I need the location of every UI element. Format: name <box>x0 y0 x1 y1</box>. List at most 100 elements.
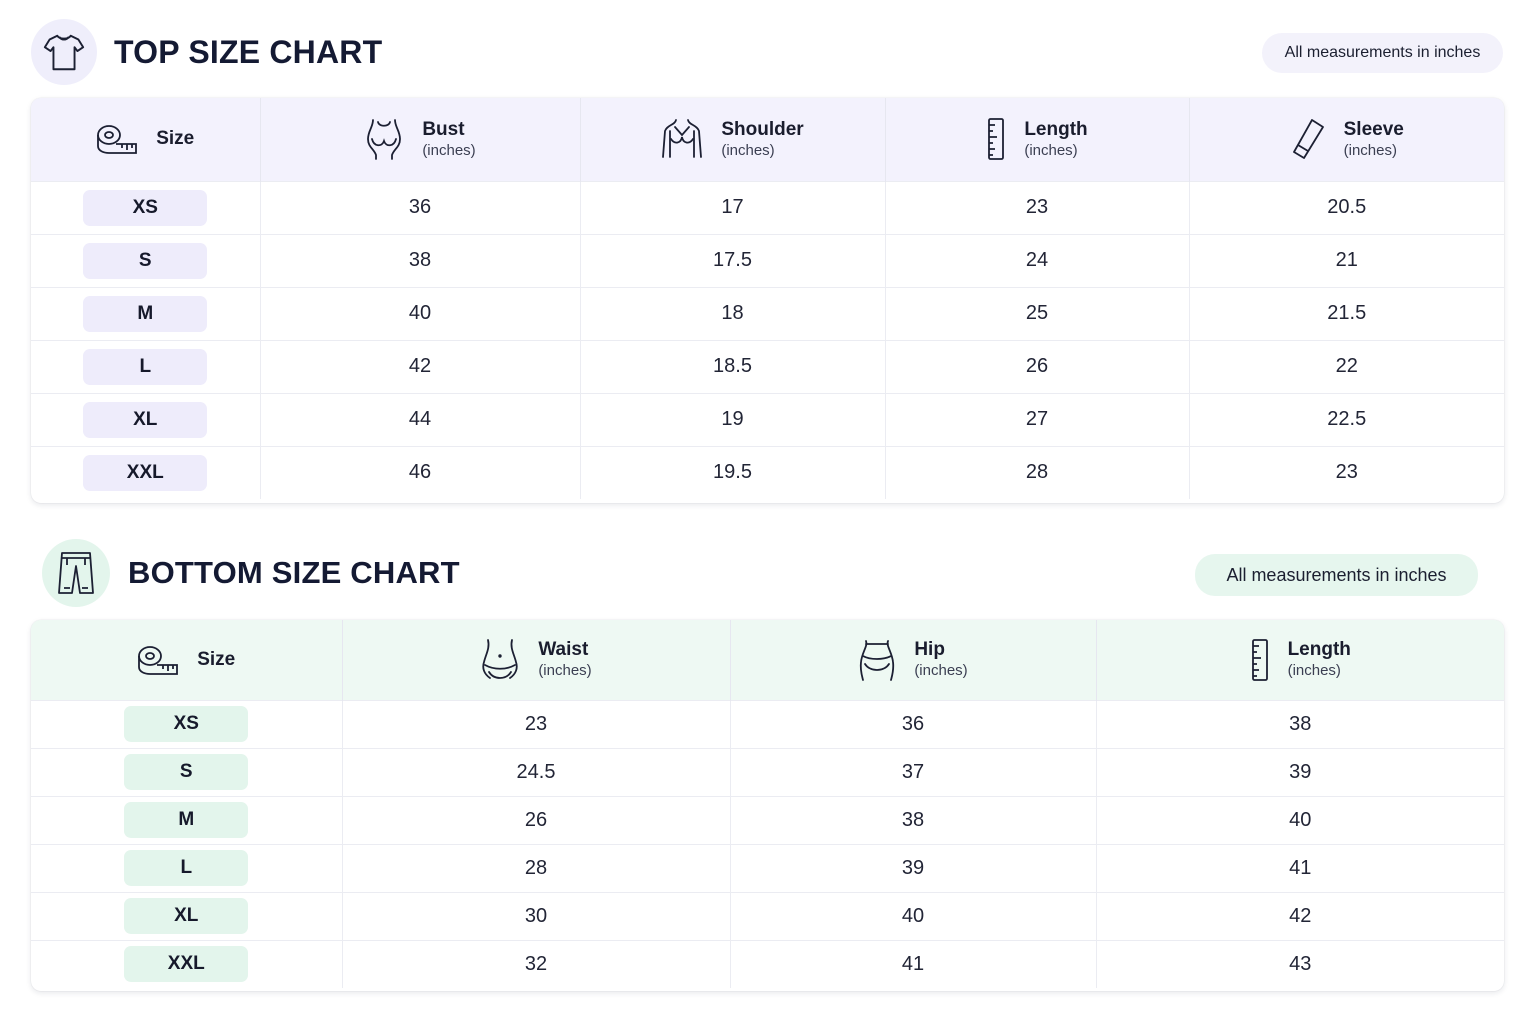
bottom-row-m: M 26 38 40 <box>31 795 1504 844</box>
bottom-cell: 38 <box>1096 699 1504 748</box>
bottom-cell: 38 <box>730 795 1097 844</box>
bottom-cell: 24.5 <box>342 747 731 796</box>
bottom-cell: 41 <box>730 939 1097 988</box>
top-size-table: Size Bust <box>31 98 1504 503</box>
top-bust-name: Bust <box>422 118 465 140</box>
top-cell: 17 <box>580 180 886 234</box>
tshirt-icon <box>31 19 97 85</box>
waist-icon <box>480 638 520 682</box>
bottom-size-header: Size <box>31 620 343 700</box>
top-row-m: M 40 18 25 21.5 <box>31 286 1504 340</box>
top-length-name: Length <box>1024 118 1088 140</box>
size-badge: L <box>124 850 249 886</box>
bottom-row-xxl: XXL 32 41 43 <box>31 939 1504 988</box>
measuring-tape-icon <box>96 122 138 156</box>
bottom-cell: 28 <box>342 843 731 892</box>
hip-icon <box>858 638 896 682</box>
top-units-note: All measurements in inches <box>1262 33 1503 73</box>
bottom-cell: 36 <box>730 699 1097 748</box>
top-sleeve-name: Sleeve <box>1343 118 1404 140</box>
top-length-header: Length (inches) <box>885 98 1190 181</box>
top-shoulder-header: Shoulder (inches) <box>580 98 886 181</box>
bottom-cell: 23 <box>342 699 731 748</box>
bottom-cell: 43 <box>1096 939 1504 988</box>
size-badge: XS <box>83 189 208 226</box>
ruler-icon <box>986 117 1006 161</box>
top-sleeve-header: Sleeve (inches) <box>1189 98 1504 181</box>
top-cell: 42 <box>260 339 581 393</box>
bottom-waist-name: Waist <box>538 639 589 661</box>
bottom-header-row: Size <box>31 620 1504 700</box>
top-cell: 24 <box>885 233 1190 287</box>
top-length-unit: (inches) <box>1024 141 1078 159</box>
bottom-size-header-label: Size <box>197 648 236 670</box>
top-cell: 18 <box>580 286 886 340</box>
top-row-xl: XL 44 19 27 22.5 <box>31 392 1504 446</box>
bottom-hip-header: Hip (inches) <box>730 620 1097 700</box>
top-cell: 44 <box>260 392 581 446</box>
bottom-cell: 41 <box>1096 843 1504 892</box>
top-header-row: Size Bust <box>31 98 1504 181</box>
bottom-cell: 30 <box>342 891 731 940</box>
bottom-size-table: Size <box>31 620 1504 991</box>
bottom-cell: 40 <box>730 891 1097 940</box>
top-cell: 27 <box>885 392 1190 446</box>
top-size-header: Size <box>31 98 261 181</box>
top-row-l: L 42 18.5 26 22 <box>31 339 1504 393</box>
bust-icon <box>364 117 404 161</box>
size-badge: L <box>83 348 208 385</box>
sleeve-icon <box>1290 117 1326 161</box>
top-cell: 25 <box>885 286 1190 340</box>
bottom-hip-name: Hip <box>914 639 945 661</box>
size-badge: S <box>83 242 208 279</box>
bottom-row-xs: XS 23 36 38 <box>31 699 1504 748</box>
bottom-cell: 39 <box>1096 747 1504 796</box>
top-cell: 23 <box>1189 445 1504 499</box>
top-shoulder-unit: (inches) <box>721 141 775 159</box>
top-cell: 21.5 <box>1189 286 1504 340</box>
shoulder-icon <box>661 117 703 161</box>
top-bust-unit: (inches) <box>422 141 476 159</box>
top-cell: 21 <box>1189 233 1504 287</box>
top-cell: 22.5 <box>1189 392 1504 446</box>
top-row-s: S 38 17.5 24 21 <box>31 233 1504 287</box>
top-cell: 26 <box>885 339 1190 393</box>
top-size-header-label: Size <box>156 128 195 150</box>
pants-icon <box>42 539 110 607</box>
bottom-row-l: L 28 39 41 <box>31 843 1504 892</box>
bottom-hip-unit: (inches) <box>914 662 968 680</box>
bottom-cell: 37 <box>730 747 1097 796</box>
measuring-tape-icon <box>137 643 179 677</box>
bottom-cell: 42 <box>1096 891 1504 940</box>
ruler-icon <box>1250 638 1270 682</box>
top-shoulder-name: Shoulder <box>721 118 804 140</box>
top-chart-title: TOP SIZE CHART <box>114 33 383 70</box>
bottom-cell: 26 <box>342 795 731 844</box>
bottom-length-name: Length <box>1287 639 1351 661</box>
size-badge: S <box>124 754 249 790</box>
size-badge: XL <box>124 898 249 934</box>
bottom-length-unit: (inches) <box>1287 662 1341 680</box>
size-badge: XS <box>124 706 249 742</box>
size-badge: XXL <box>124 946 249 983</box>
top-row-xs: XS 36 17 23 20.5 <box>31 180 1504 234</box>
bottom-units-note: All measurements in inches <box>1195 554 1478 596</box>
top-cell: 19 <box>580 392 886 446</box>
bottom-cell: 39 <box>730 843 1097 892</box>
top-cell: 20.5 <box>1189 180 1504 234</box>
top-cell: 36 <box>260 180 581 234</box>
bottom-waist-unit: (inches) <box>538 662 592 680</box>
top-cell: 28 <box>885 445 1190 499</box>
bottom-row-xl: XL 30 40 42 <box>31 891 1504 940</box>
size-badge: M <box>83 295 208 332</box>
top-cell: 19.5 <box>580 445 886 499</box>
top-sleeve-unit: (inches) <box>1343 141 1397 159</box>
bottom-cell: 40 <box>1096 795 1504 844</box>
top-cell: 22 <box>1189 339 1504 393</box>
size-badge: XL <box>83 401 208 438</box>
top-cell: 17.5 <box>580 233 886 287</box>
top-bust-header: Bust (inches) <box>260 98 581 181</box>
bottom-cell: 32 <box>342 939 731 988</box>
top-section-header: TOP SIZE CHART <box>31 19 382 85</box>
top-cell: 46 <box>260 445 581 499</box>
